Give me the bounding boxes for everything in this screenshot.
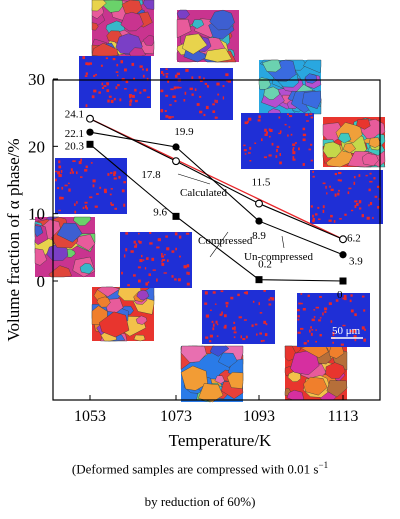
ebsd-grain-map xyxy=(91,286,155,342)
y-axis-label: Volume fraction of α phase/% xyxy=(4,138,23,341)
un-compressed-data-label: 8.9 xyxy=(252,230,266,242)
compressed-point xyxy=(172,212,180,220)
ebsd-grain-map xyxy=(91,0,155,57)
calculated-series-label: Calculated xyxy=(180,187,228,199)
data-series xyxy=(86,114,347,285)
un-compressed-data-label: 19.9 xyxy=(174,126,194,138)
compressed-leader-line xyxy=(209,231,229,258)
scale-bar-label: 50 μm xyxy=(332,325,361,337)
ebsd-phase-map xyxy=(79,56,151,108)
un-compressed-point xyxy=(255,217,263,225)
ebsd-phase-map xyxy=(310,170,383,224)
compressed-point xyxy=(86,140,94,148)
ebsd-grain-map xyxy=(34,216,96,278)
calculated-data-label: 6.2 xyxy=(347,232,361,244)
ebsd-grain-map xyxy=(258,59,322,115)
labels: 20.3 9.6 0.2 0 22.1 19.9 8.9 3.9 24.1 17.8 11.5 6.2… xyxy=(65,109,364,301)
compressed-point xyxy=(255,276,263,284)
un-compressed-data-label: 3.9 xyxy=(349,256,363,268)
compressed-series-label: Compressed xyxy=(198,235,253,247)
compressed-line xyxy=(89,143,344,282)
axes: 0 10 20 30 1053 1073 1093 1113 Temperature/K Volu… xyxy=(4,70,381,450)
calculated-point xyxy=(339,235,347,244)
ebsd-phase-map xyxy=(55,158,127,214)
calculated-point xyxy=(255,199,263,208)
calculated-leader-line xyxy=(177,173,211,185)
un-compressed-series-label: Un-compressed xyxy=(244,251,314,263)
ebsd-micrographs: 50 μm xyxy=(34,0,386,403)
ebsd-grain-map xyxy=(180,345,244,403)
ebsd-phase-map xyxy=(202,290,275,344)
scale-bar: 50 μm xyxy=(331,325,363,339)
un-compressed-leader-line xyxy=(281,235,285,249)
x-axis-label: Temperature/K xyxy=(169,431,272,450)
x-tick-label: 1093 xyxy=(243,408,275,425)
un-compressed-point xyxy=(339,251,347,259)
compressed-data-label: 0 xyxy=(337,289,343,301)
y-tick-label: 30 xyxy=(28,70,45,89)
calculated-data-label: 11.5 xyxy=(252,177,271,189)
caption-line-1: (Deformed samples are compressed with 0.… xyxy=(71,460,329,477)
ebsd-grain-map xyxy=(176,9,239,63)
x-tick-label: 1113 xyxy=(328,408,359,425)
x-tick-label: 1053 xyxy=(74,408,106,425)
compressed-point xyxy=(339,277,347,285)
plot-frame xyxy=(52,79,381,401)
un-compressed-data-label: 22.1 xyxy=(65,128,84,140)
calculated-line xyxy=(89,118,344,240)
y-tick-label: 10 xyxy=(28,205,45,224)
ebsd-phase-map xyxy=(160,68,233,120)
calculated-point xyxy=(172,157,180,166)
calculated-fit-line xyxy=(89,118,344,240)
un-compressed-point xyxy=(172,143,180,151)
calculated-data-label: 24.1 xyxy=(65,109,84,121)
y-tick-label: 20 xyxy=(28,137,45,156)
calculated-point xyxy=(86,114,94,123)
ebsd-grain-map xyxy=(284,345,348,401)
ebsd-phase-map xyxy=(297,293,370,347)
ebsd-grain-map xyxy=(322,117,386,168)
compressed-data-label: 9.6 xyxy=(153,206,167,218)
ebsd-phase-map xyxy=(241,113,314,169)
x-tick-label: 1073 xyxy=(160,408,192,425)
compressed-data-label: 20.3 xyxy=(65,140,85,152)
un-compressed-point xyxy=(86,128,94,136)
y-tick-label: 0 xyxy=(37,272,46,291)
calculated-data-label: 17.8 xyxy=(141,169,161,181)
ebsd-phase-map xyxy=(120,232,192,288)
compressed-data-label: 0.2 xyxy=(258,259,272,271)
caption-line-2: by reduction of 60%) xyxy=(144,494,256,509)
